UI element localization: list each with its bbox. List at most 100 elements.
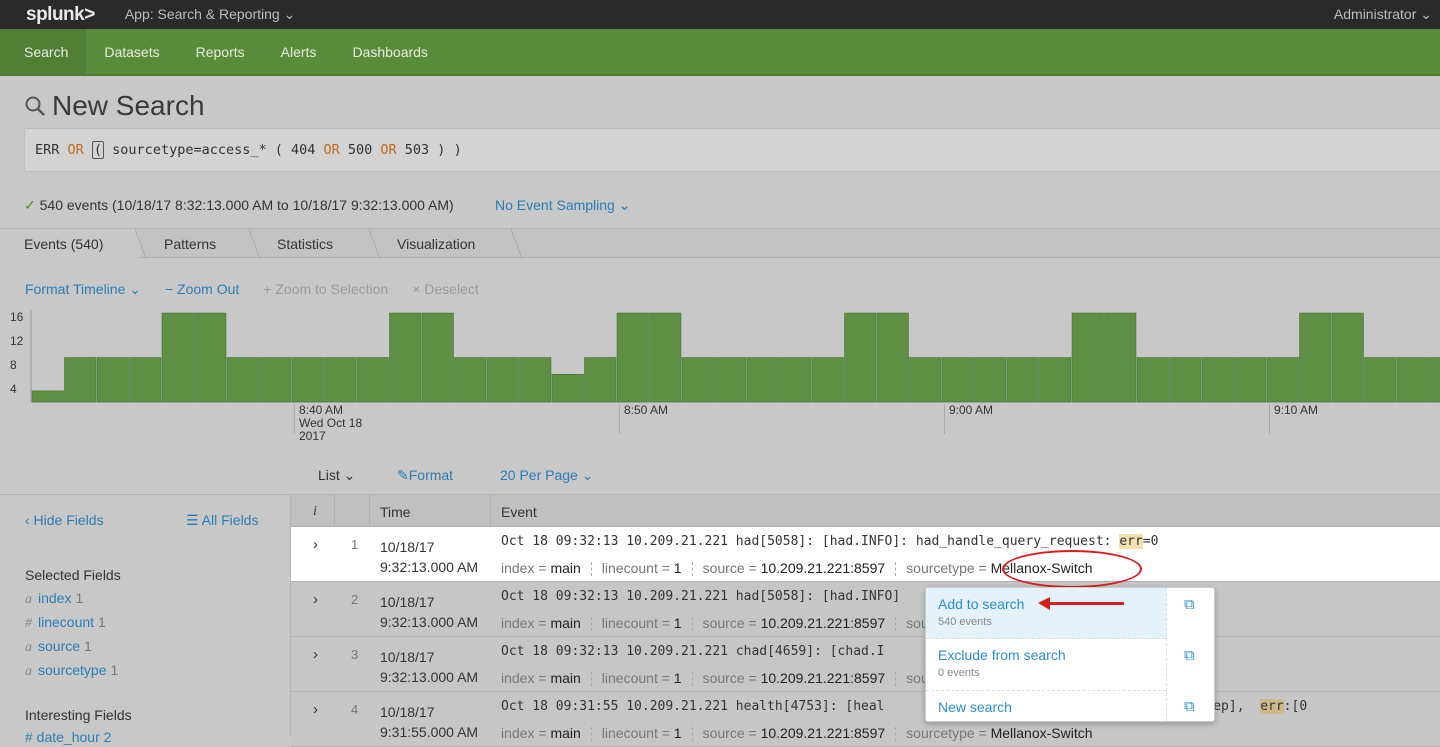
per-page-dropdown[interactable]: 20 Per Page ⌄: [500, 467, 593, 484]
field-key: linecount =: [602, 725, 674, 741]
histogram-bar[interactable]: [1430, 358, 1440, 403]
histogram-bar[interactable]: [32, 391, 64, 402]
field-value[interactable]: 10.209.21.221:8597: [761, 725, 886, 741]
histogram-bar[interactable]: [1300, 313, 1332, 402]
histogram-bar[interactable]: [162, 313, 194, 402]
histogram-bar[interactable]: [520, 358, 552, 403]
histogram-bar[interactable]: [1007, 358, 1039, 403]
field-value[interactable]: 1: [674, 615, 682, 631]
histogram-bar[interactable]: [812, 358, 844, 403]
histogram-bar[interactable]: [1137, 358, 1169, 403]
histogram-bar[interactable]: [942, 358, 974, 403]
histogram-bar[interactable]: [357, 358, 389, 403]
field-value[interactable]: main: [550, 560, 580, 576]
field-value[interactable]: 10.209.21.221:8597: [761, 560, 886, 576]
histogram-bar[interactable]: [747, 358, 779, 403]
field-value[interactable]: main: [550, 725, 580, 741]
open-new-window-icon[interactable]: ⧉: [1184, 647, 1195, 664]
menu-item-count: 0 events: [938, 667, 1154, 679]
histogram-bar[interactable]: [845, 313, 877, 402]
histogram-bar[interactable]: [325, 358, 357, 403]
histogram-bar[interactable]: [1040, 358, 1072, 403]
open-new-window-icon[interactable]: ⧉: [1184, 596, 1195, 613]
histogram-bar[interactable]: [682, 358, 714, 403]
field-value[interactable]: 10.209.21.221:8597: [761, 615, 886, 631]
field-value[interactable]: 1: [674, 670, 682, 686]
field-value[interactable]: 1: [674, 560, 682, 576]
histogram-bar[interactable]: [617, 313, 649, 402]
expand-row-button[interactable]: ›: [313, 536, 318, 553]
histogram-bar[interactable]: [97, 358, 129, 403]
histogram-bar[interactable]: [975, 358, 1007, 403]
histogram-bar[interactable]: [1397, 358, 1429, 403]
histogram-bar[interactable]: [1202, 358, 1234, 403]
expand-row-button[interactable]: ›: [313, 591, 318, 608]
expand-row-button[interactable]: ›: [313, 701, 318, 718]
field-value[interactable]: 1: [674, 725, 682, 741]
histogram-bar[interactable]: [65, 358, 97, 403]
list-view-dropdown[interactable]: List ⌄: [318, 467, 355, 484]
x-tick-label: 9:10 AM: [1269, 404, 1318, 434]
histogram-bar[interactable]: [650, 313, 682, 402]
hide-fields-button[interactable]: ‹ Hide Fields: [25, 512, 104, 528]
histogram-bar[interactable]: [877, 313, 909, 402]
histogram-bar[interactable]: [487, 358, 519, 403]
histogram-bar[interactable]: [195, 313, 227, 402]
histogram-bar[interactable]: [390, 313, 422, 402]
histogram-bar[interactable]: [1105, 313, 1137, 402]
field-value[interactable]: Mellanox-Switch: [991, 725, 1093, 741]
histogram-bar[interactable]: [585, 358, 617, 403]
histogram-bar[interactable]: [455, 358, 487, 403]
field-type-icon: a: [25, 592, 32, 607]
histogram-bar[interactable]: [715, 358, 747, 403]
histogram-bar[interactable]: [292, 358, 324, 403]
field-key: index =: [501, 725, 550, 741]
new-search-item[interactable]: New search: [926, 691, 1166, 723]
row-number: 4: [351, 702, 358, 717]
annotation-arrow: [1048, 602, 1124, 605]
histogram-bar[interactable]: [780, 358, 812, 403]
histogram-bar[interactable]: [227, 358, 259, 403]
histogram-bar[interactable]: [1072, 313, 1104, 402]
histogram-bar[interactable]: [1170, 358, 1202, 403]
open-new-window-icon[interactable]: ⧉: [1184, 698, 1195, 715]
histogram-bar[interactable]: [1332, 313, 1364, 402]
x-tick-label: 9:00 AM: [944, 404, 993, 434]
all-fields-button[interactable]: ☰ All Fields: [186, 512, 258, 529]
field-type-icon: a: [25, 640, 32, 655]
expand-row-button[interactable]: ›: [313, 646, 318, 663]
histogram-bar[interactable]: [1267, 358, 1299, 403]
histogram-bar[interactable]: [422, 313, 454, 402]
histogram-bar[interactable]: [1235, 358, 1267, 403]
event-date: 10/18/17: [380, 647, 478, 667]
time-column-header[interactable]: Time: [380, 504, 411, 520]
field-value[interactable]: main: [550, 615, 580, 631]
field-key: source =: [703, 725, 761, 741]
histogram-bar[interactable]: [910, 358, 942, 403]
histogram-bar[interactable]: [1365, 358, 1397, 403]
highlighted-term[interactable]: err: [1119, 534, 1142, 549]
field-name: index: [38, 590, 71, 606]
field-date-hour[interactable]: # date_hour 2: [25, 729, 111, 745]
histogram-bar[interactable]: [552, 374, 584, 402]
field-value[interactable]: 10.209.21.221:8597: [761, 670, 886, 686]
histogram-bar[interactable]: [130, 358, 162, 403]
histogram-bar[interactable]: [260, 358, 292, 403]
format-button[interactable]: ✎Format: [397, 467, 453, 484]
highlighted-term[interactable]: err: [1260, 699, 1283, 714]
field-value[interactable]: main: [550, 670, 580, 686]
